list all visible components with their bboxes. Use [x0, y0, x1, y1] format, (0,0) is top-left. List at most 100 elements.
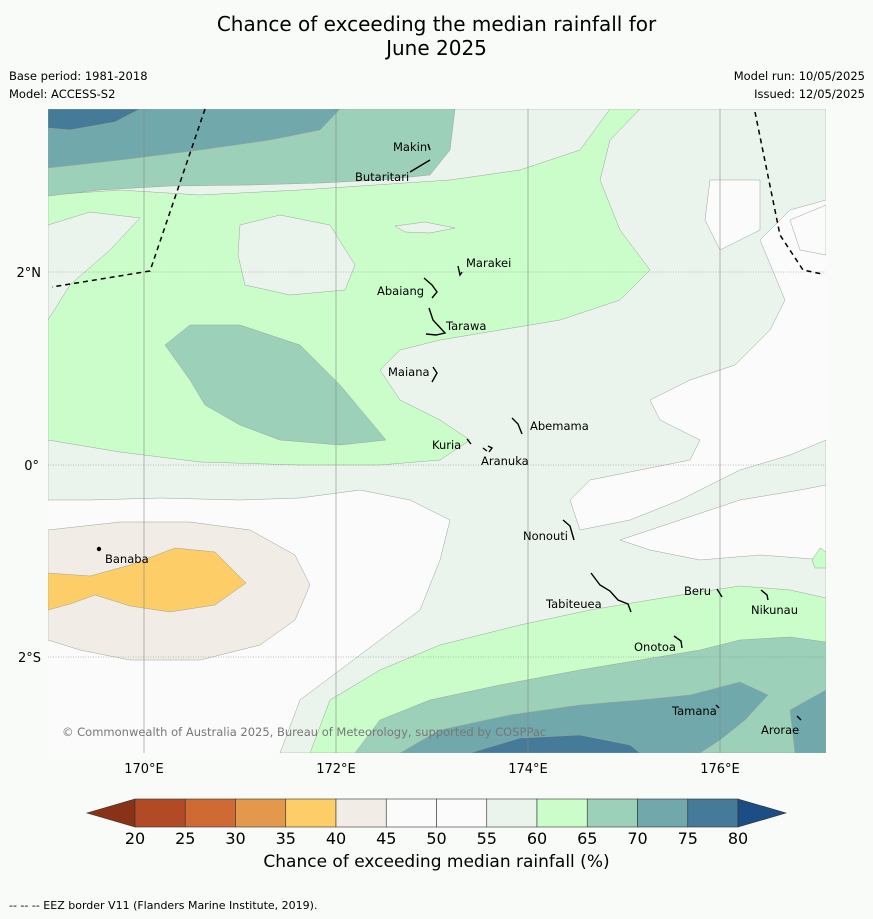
title-line-2: June 2025	[386, 36, 487, 60]
contour-55-60-island	[237, 214, 356, 296]
colorbar-swatch	[637, 798, 689, 828]
lon-tick-label: 174°E	[508, 762, 548, 777]
eez-border-west	[51, 108, 206, 288]
lon-tick-label: 172°E	[316, 762, 356, 777]
issued-date: Issued: 12/05/2025	[754, 87, 865, 101]
colorbar-swatch	[536, 798, 588, 828]
island-maiana	[431, 366, 438, 383]
island-makin-butaritari	[409, 143, 431, 173]
contour-fill-layer	[48, 109, 826, 753]
colorbar-tick-label: 20	[125, 829, 145, 848]
island-abemama	[511, 417, 523, 435]
eez-border-east	[754, 111, 823, 275]
colorbar-tick-label: 75	[678, 829, 698, 848]
place-label: Banaba	[105, 552, 149, 566]
place-label: Nonouti	[523, 529, 568, 543]
graticule	[48, 109, 826, 753]
place-labels: Makin Butaritari Marakei Abaiang Tarawa …	[105, 140, 799, 737]
place-label: Aranuka	[481, 454, 529, 468]
island-nonouti	[562, 519, 575, 541]
colorbar-swatch	[586, 798, 638, 828]
island-nikunau	[760, 589, 769, 601]
colorbar-tick-label: 50	[426, 829, 446, 848]
place-label: Beru	[684, 584, 711, 598]
contour-70-75-southeast	[789, 689, 826, 753]
place-label: Nikunau	[751, 603, 798, 617]
colorbar-over-arrow	[737, 798, 788, 828]
colorbar-tick-label: 55	[477, 829, 497, 848]
place-label: Abaiang	[377, 284, 424, 298]
colorbar-tick-label: 30	[225, 829, 245, 848]
place-label: Makin	[393, 140, 427, 154]
island-arorae	[796, 715, 802, 721]
base-period: Base period: 1981-2018	[9, 69, 148, 83]
colorbar-tick-label: 35	[276, 829, 296, 848]
colorbar-swatch	[385, 798, 437, 828]
place-label: Tamana	[671, 704, 717, 718]
model-run: Model run: 10/05/2025	[733, 69, 865, 83]
colorbar-tick-label: 80	[728, 829, 748, 848]
colorbar-tick-label: 45	[376, 829, 396, 848]
lat-tick-label: 2°S	[18, 651, 41, 666]
colorbar-title: Chance of exceeding median rainfall (%)	[263, 852, 610, 872]
eez-border	[51, 108, 823, 288]
contour-55-60-c	[789, 204, 826, 256]
title-line-1: Chance of exceeding the median rainfall …	[216, 12, 657, 36]
island-tarawa	[425, 307, 447, 336]
copyright-note: © Commonwealth of Australia 2025, Bureau…	[62, 725, 546, 739]
meta-right: Model run: 10/05/2025 Issued: 12/05/2025	[734, 67, 865, 103]
contour-75-80-north	[48, 109, 141, 131]
place-label: Marakei	[466, 256, 511, 270]
contour-70-75-north	[48, 109, 341, 169]
islands	[96, 143, 802, 721]
axis-labels: 170°E 172°E 174°E 176°E 2°N 0° 2°S	[17, 266, 740, 777]
colorbar-tick-label: 65	[577, 829, 597, 848]
island-abaiang	[423, 277, 438, 299]
contour-55-60-d	[619, 484, 826, 561]
lon-tick-label: 170°E	[124, 762, 164, 777]
colorbar-tick-label: 60	[527, 829, 547, 848]
colorbar-swatch	[687, 798, 739, 828]
place-label: Maiana	[388, 365, 430, 379]
lon-tick-label: 176°E	[700, 762, 740, 777]
eez-legend-note: -- -- -- EEZ border V11 (Flanders Marine…	[9, 899, 318, 912]
contour-55-60-small	[394, 221, 456, 234]
contour-55-60-b	[704, 179, 761, 251]
meta-left: Base period: 1981-2018 Model: ACCESS-S2	[9, 67, 148, 103]
colorbar-under-arrow	[85, 798, 136, 828]
place-label: Tarawa	[445, 319, 486, 333]
colorbar-swatch	[436, 798, 488, 828]
contour-60-65-east	[811, 547, 826, 569]
colorbar-swatch	[134, 798, 186, 828]
colorbar: 20 25 30 35 40 45 50 55 60 65 70 75 80	[85, 798, 788, 848]
place-label: Tabiteuea	[545, 597, 602, 611]
colorbar-swatch	[184, 798, 236, 828]
colorbar-tick-label: 25	[175, 829, 195, 848]
island-tabiteuea	[590, 572, 632, 613]
chart-title: Chance of exceeding the median rainfall …	[0, 12, 873, 60]
lat-tick-label: 2°N	[17, 266, 42, 281]
place-label: Butaritari	[355, 170, 409, 184]
colorbar-swatch	[285, 798, 337, 828]
island-tamana	[715, 704, 720, 709]
colorbar-tick-label: 40	[326, 829, 346, 848]
contour-75-80-south	[469, 734, 641, 753]
model-name: Model: ACCESS-S2	[9, 87, 116, 101]
contour-65-70-mid	[164, 324, 387, 446]
place-label: Abemama	[530, 419, 589, 433]
island-banaba	[96, 546, 102, 552]
colorbar-swatch	[335, 798, 387, 828]
colorbar-swatch	[235, 798, 287, 828]
contour-35-40	[48, 547, 247, 613]
colorbar-tick-label: 70	[627, 829, 647, 848]
colorbar-swatch	[486, 798, 538, 828]
place-label: Arorae	[761, 723, 799, 737]
island-aranuka	[482, 445, 494, 453]
contour-70-75-south	[399, 681, 769, 753]
contour-55-60-west	[48, 211, 141, 321]
island-onotoa	[673, 635, 683, 649]
place-label: Kuria	[432, 438, 461, 452]
place-label: Onotoa	[634, 640, 676, 654]
lat-tick-label: 0°	[24, 459, 39, 474]
